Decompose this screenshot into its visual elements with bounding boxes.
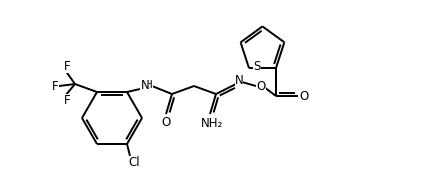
- Text: F: F: [64, 94, 71, 107]
- Text: F: F: [64, 59, 71, 73]
- Text: N: N: [235, 74, 243, 86]
- Text: S: S: [253, 59, 261, 73]
- Text: O: O: [161, 116, 171, 129]
- Text: F: F: [52, 80, 58, 92]
- Text: O: O: [299, 90, 309, 102]
- Text: O: O: [256, 80, 266, 92]
- Text: NH₂: NH₂: [201, 117, 223, 130]
- Text: H: H: [145, 80, 153, 90]
- Text: N: N: [141, 79, 149, 91]
- Text: Cl: Cl: [128, 157, 140, 169]
